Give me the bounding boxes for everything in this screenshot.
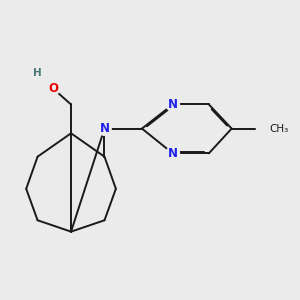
Text: O: O (48, 82, 58, 95)
Circle shape (46, 82, 60, 95)
Circle shape (98, 122, 111, 135)
Text: N: N (168, 147, 178, 160)
Circle shape (31, 66, 44, 80)
Text: H: H (33, 68, 42, 78)
Text: N: N (168, 98, 178, 111)
Circle shape (166, 98, 179, 111)
Circle shape (166, 147, 179, 160)
Circle shape (256, 120, 274, 137)
Text: CH₃: CH₃ (269, 124, 288, 134)
Text: N: N (100, 122, 110, 135)
